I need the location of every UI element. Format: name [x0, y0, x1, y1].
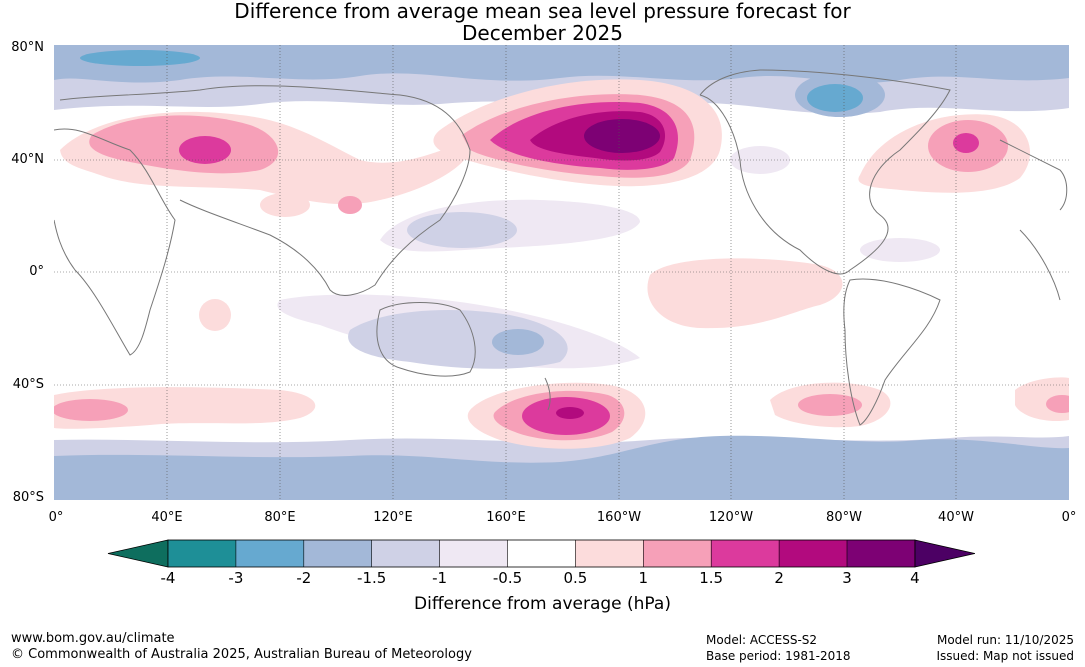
- footer-base-period: Base period: 1981-2018: [706, 649, 851, 663]
- colorbar-segment: [507, 540, 576, 567]
- arctic-low-band-inner: [54, 45, 1069, 83]
- lon-label-80w: 80°W: [826, 510, 862, 525]
- lat-label-80s: 80°S: [12, 490, 44, 505]
- east-pacific-high: [647, 258, 843, 329]
- lon-label-0-right: 0°: [1061, 510, 1077, 525]
- graticule: [54, 45, 1069, 500]
- colorbar-tick-label: 2: [774, 569, 784, 587]
- npacific-high-core: [584, 119, 660, 153]
- lon-label-160e: 160°E: [486, 510, 526, 525]
- colorbar-segment: [847, 540, 916, 567]
- colorbar-arrow-left: [107, 539, 169, 568]
- lat-label-40s: 40°S: [12, 377, 44, 392]
- colorbar-segment: [371, 540, 441, 567]
- colorbar: [107, 539, 975, 568]
- colorbar-tick-label: 1.5: [699, 569, 724, 587]
- colorbar-segment: [779, 540, 848, 567]
- lon-label-0-left: 0°: [48, 510, 64, 525]
- southern-low-band-inner: [54, 435, 1069, 500]
- colorbar-segment: [168, 540, 237, 567]
- colorbar-tick-label: 1: [638, 569, 649, 587]
- colorbar-tick-label: -1: [432, 569, 448, 587]
- footer-model: Model: ACCESS-S2: [706, 633, 818, 647]
- nz-high-core: [556, 407, 584, 419]
- colorbar-tick-label: -3: [228, 569, 244, 587]
- colorbar-segment: [235, 540, 305, 567]
- footer-copyright: © Commonwealth of Australia 2025, Austra…: [11, 647, 472, 662]
- colorbar-tick-label: 3: [842, 569, 852, 587]
- lon-label-80e: 80°E: [264, 510, 296, 525]
- canada-low-core: [807, 84, 863, 112]
- lat-label-40n: 40°N: [11, 152, 44, 167]
- anomaly-field: [54, 45, 1069, 500]
- coastlines: [54, 69, 1068, 426]
- lon-label-40w: 40°W: [938, 510, 974, 525]
- colorbar-segment: [439, 540, 508, 567]
- map-title-line2: December 2025: [462, 21, 623, 45]
- map-title-line1: Difference from average mean sea level p…: [234, 0, 851, 23]
- colorbar-segment: [575, 540, 644, 567]
- colorbar-title: Difference from average (hPa): [414, 594, 671, 614]
- footer-website: www.bom.gov.au/climate: [11, 631, 175, 646]
- colorbar-arrow-right: [914, 539, 975, 568]
- colorbar-tick-label: -2: [296, 569, 312, 587]
- footer-issued: Issued: Map not issued: [936, 649, 1074, 663]
- lon-label-120e: 120°E: [373, 510, 413, 525]
- south-indian-high: [54, 387, 316, 429]
- lon-label-40e: 40°E: [151, 510, 183, 525]
- colorbar-tick-label: -4: [160, 569, 176, 587]
- lat-label-equator: 0°: [29, 264, 44, 279]
- colorbar-segment: [303, 540, 373, 567]
- colorbar-tick-label: 4: [910, 569, 920, 587]
- natlantic-high-core: [953, 133, 979, 153]
- lon-label-160w: 160°W: [596, 510, 642, 525]
- footer-model-run: Model run: 11/10/2025: [936, 633, 1074, 647]
- colorbar-tick-label: -0.5: [492, 569, 523, 587]
- colorbar-segment: [711, 540, 780, 567]
- lon-label-120w: 120°W: [708, 510, 754, 525]
- colorbar-tick-label: -1.5: [357, 569, 387, 587]
- colorbar-outline: [167, 539, 916, 568]
- eurasia-high-core: [179, 136, 231, 164]
- lat-label-80n: 80°N: [11, 40, 44, 55]
- colorbar-segment: [643, 540, 712, 567]
- colorbar-tick-label: 0.5: [563, 569, 588, 587]
